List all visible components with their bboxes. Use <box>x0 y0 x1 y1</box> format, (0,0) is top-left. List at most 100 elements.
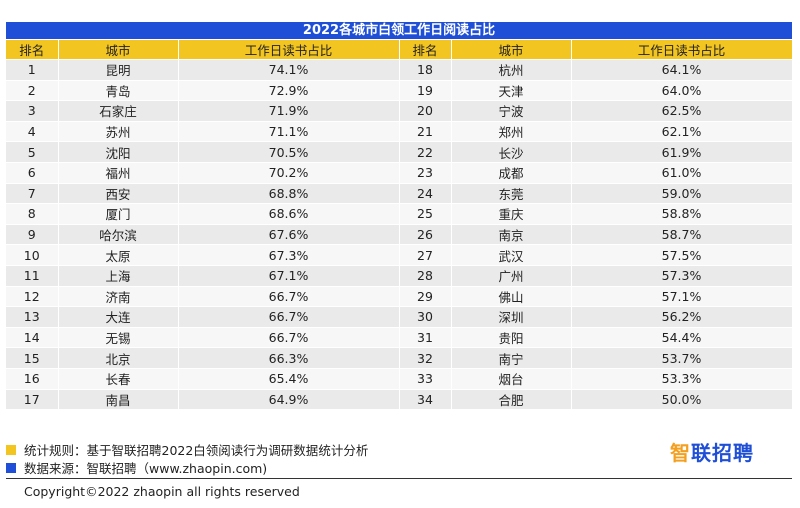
row-city-2: 贵阳 <box>451 327 572 348</box>
row-city-2: 深圳 <box>451 306 572 328</box>
row-city-2: 郑州 <box>451 121 572 142</box>
row-rank: 1 <box>6 59 59 81</box>
row-share: 66.3% <box>178 347 400 369</box>
row-rank: 15 <box>6 347 59 369</box>
row-rank-2: 29 <box>399 286 452 307</box>
row-city-2: 烟台 <box>451 368 572 389</box>
row-city: 昆明 <box>58 59 179 81</box>
row-city-2: 东莞 <box>451 183 572 204</box>
row-rank-2: 28 <box>399 265 452 287</box>
row-city: 北京 <box>58 347 179 369</box>
row-city: 沈阳 <box>58 141 179 163</box>
row-rank-2: 23 <box>399 162 452 184</box>
row-rank-2: 18 <box>399 59 452 81</box>
row-share-2: 50.0% <box>571 389 793 410</box>
row-share-2: 56.2% <box>571 306 793 328</box>
row-share: 67.3% <box>178 244 400 266</box>
row-share: 64.9% <box>178 389 400 410</box>
row-rank-2: 19 <box>399 80 452 101</box>
row-share-2: 53.7% <box>571 347 793 369</box>
row-city-2: 宁波 <box>451 100 572 122</box>
row-rank-2: 21 <box>399 121 452 142</box>
row-rank: 17 <box>6 389 59 410</box>
row-city: 长春 <box>58 368 179 389</box>
row-city: 福州 <box>58 162 179 184</box>
table-row: 11 上海 67.1% 28 广州 57.3% <box>6 265 793 287</box>
row-city-2: 武汉 <box>451 244 572 266</box>
footer-divider <box>6 478 792 479</box>
row-share-2: 57.3% <box>571 265 793 287</box>
source-text: 数据来源：智联招聘（www.zhaopin.com) <box>24 461 268 476</box>
method-note: 统计规则：基于智联招聘2022白领阅读行为调研数据统计分析 <box>6 440 368 459</box>
row-city-2: 广州 <box>451 265 572 287</box>
row-rank: 14 <box>6 327 59 348</box>
zhaopin-logo: 智联招聘 <box>670 437 754 466</box>
row-share: 70.2% <box>178 162 400 184</box>
row-share-2: 61.0% <box>571 162 793 184</box>
row-rank-2: 20 <box>399 100 452 122</box>
table-row: 7 西安 68.8% 24 东莞 59.0% <box>6 183 793 204</box>
row-share-2: 59.0% <box>571 183 793 204</box>
table-row: 4 苏州 71.1% 21 郑州 62.1% <box>6 121 793 142</box>
row-share: 71.9% <box>178 100 400 122</box>
row-share-2: 53.3% <box>571 368 793 389</box>
row-rank: 2 <box>6 80 59 101</box>
row-rank: 8 <box>6 203 59 225</box>
row-rank: 10 <box>6 244 59 266</box>
row-share: 72.9% <box>178 80 400 101</box>
table-row: 3 石家庄 71.9% 20 宁波 62.5% <box>6 100 793 122</box>
row-city-2: 佛山 <box>451 286 572 307</box>
row-share-2: 61.9% <box>571 141 793 163</box>
row-share: 71.1% <box>178 121 400 142</box>
row-rank-2: 26 <box>399 224 452 245</box>
row-share-2: 54.4% <box>571 327 793 348</box>
row-share: 74.1% <box>178 59 400 81</box>
copyright-text: Copyright©2022 zhaopin all rights reserv… <box>24 484 300 499</box>
table-row: 1 昆明 74.1% 18 杭州 64.1% <box>6 59 793 81</box>
row-share-2: 64.1% <box>571 59 793 81</box>
table-row: 2 青岛 72.9% 19 天津 64.0% <box>6 80 793 101</box>
row-rank: 12 <box>6 286 59 307</box>
header-city-2: 城市 <box>451 40 572 60</box>
table-row: 13 大连 66.7% 30 深圳 56.2% <box>6 306 793 328</box>
row-share-2: 62.1% <box>571 121 793 142</box>
row-city-2: 合肥 <box>451 389 572 410</box>
header-share-2: 工作日读书占比 <box>571 40 793 60</box>
row-share: 67.6% <box>178 224 400 245</box>
method-text: 统计规则：基于智联招聘2022白领阅读行为调研数据统计分析 <box>24 443 369 458</box>
table-row: 15 北京 66.3% 32 南宁 53.7% <box>6 347 793 369</box>
table-header-row: 排名 城市 工作日读书占比 排名 城市 工作日读书占比 <box>6 40 793 60</box>
row-rank-2: 31 <box>399 327 452 348</box>
row-share: 66.7% <box>178 286 400 307</box>
row-rank-2: 22 <box>399 141 452 163</box>
row-city-2: 南宁 <box>451 347 572 369</box>
row-share: 68.8% <box>178 183 400 204</box>
row-rank: 7 <box>6 183 59 204</box>
row-rank: 16 <box>6 368 59 389</box>
header-rank-2: 排名 <box>399 40 452 60</box>
row-share: 66.7% <box>178 327 400 348</box>
row-rank: 4 <box>6 121 59 142</box>
row-city: 哈尔滨 <box>58 224 179 245</box>
row-city-2: 天津 <box>451 80 572 101</box>
row-share: 68.6% <box>178 203 400 225</box>
row-rank-2: 33 <box>399 368 452 389</box>
table-row: 16 长春 65.4% 33 烟台 53.3% <box>6 368 793 389</box>
row-city: 南昌 <box>58 389 179 410</box>
row-share: 67.1% <box>178 265 400 287</box>
row-rank: 5 <box>6 141 59 163</box>
row-city: 厦门 <box>58 203 179 225</box>
row-rank-2: 25 <box>399 203 452 225</box>
row-rank: 13 <box>6 306 59 328</box>
source-note: 数据来源：智联招聘（www.zhaopin.com) <box>6 458 267 477</box>
table-row: 10 太原 67.3% 27 武汉 57.5% <box>6 244 793 266</box>
table-row: 6 福州 70.2% 23 成都 61.0% <box>6 162 793 184</box>
row-city: 太原 <box>58 244 179 266</box>
row-city: 西安 <box>58 183 179 204</box>
table-row: 12 济南 66.7% 29 佛山 57.1% <box>6 286 793 307</box>
row-rank-2: 30 <box>399 306 452 328</box>
row-city-2: 长沙 <box>451 141 572 163</box>
row-city: 上海 <box>58 265 179 287</box>
row-city: 无锡 <box>58 327 179 348</box>
row-rank-2: 27 <box>399 244 452 266</box>
